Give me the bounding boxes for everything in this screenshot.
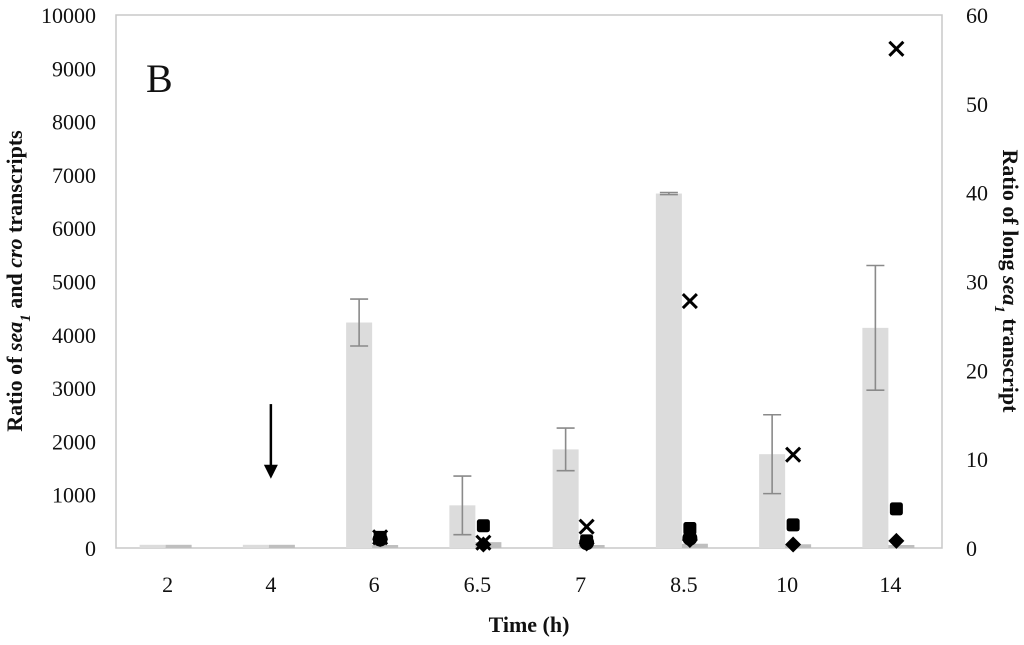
error-bars-layer: [350, 191, 885, 536]
y-left-tick-label: 5000: [52, 270, 96, 295]
marker-square: [476, 519, 490, 533]
bar-primary: [346, 322, 373, 548]
bar-secondary: [268, 544, 295, 548]
y-left-tick-label: 0: [85, 536, 96, 561]
markers-layer: [372, 40, 905, 553]
marker-diamond: [372, 531, 389, 548]
x-axis-ticks: 2 4 6 6.5 7 8.5 10 14: [162, 572, 901, 597]
y-left-tick-label: 6000: [52, 216, 96, 241]
x-tick-label: 6: [369, 572, 380, 597]
y-right-title-prefix: Ratio of long: [998, 150, 1023, 277]
y-left-tick-label: 10000: [41, 3, 96, 28]
left-axis-ticks: 0 1000 2000 3000 4000 5000 6000 7000 8000 9000 100…: [41, 3, 96, 561]
bar-primary: [139, 544, 166, 548]
y-right-tick-label: 10: [966, 447, 988, 472]
y-left-tick-label: 4000: [52, 323, 96, 348]
bar-secondary: [681, 543, 708, 548]
y-left-title-mid: and: [2, 268, 27, 314]
marker-diamond: [785, 536, 802, 553]
x-tick-label: 8.5: [670, 572, 698, 597]
right-axis-ticks: 0 10 20 30 40 50 60: [966, 3, 988, 561]
y-right-tick-label: 50: [966, 92, 988, 117]
bar-secondary: [888, 545, 915, 548]
marker-cross: [888, 40, 905, 57]
y-right-title-gene: sea: [998, 275, 1023, 305]
y-right-title-subscript: 1: [991, 305, 1007, 313]
panel-label: B: [146, 56, 173, 101]
y-axis-right-title: Ratio of long sea1 transcript: [991, 150, 1023, 414]
x-tick-label: 10: [776, 572, 798, 597]
y-left-tick-label: 2000: [52, 429, 96, 454]
y-right-tick-label: 40: [966, 181, 988, 206]
marker-square: [786, 518, 800, 532]
x-axis-title: Time (h): [489, 612, 570, 637]
marker-cross: [681, 292, 698, 310]
x-tick-label: 7: [575, 572, 586, 597]
annotation-arrow-head: [263, 464, 278, 479]
y-right-tick-label: 60: [966, 3, 988, 28]
y-left-title-gene: sea: [2, 322, 27, 352]
y-left-tick-label: 1000: [52, 483, 96, 508]
annotations-layer: [263, 404, 278, 479]
bar-secondary: [165, 544, 192, 548]
y-left-tick-label: 7000: [52, 163, 96, 188]
marker-cross: [785, 446, 802, 463]
marker-diamond: [888, 532, 905, 549]
marker-diamond: [475, 536, 492, 553]
bar-primary: [242, 544, 269, 548]
x-tick-label: 14: [879, 572, 901, 597]
x-tick-label: 6.5: [464, 572, 492, 597]
marker-square: [889, 502, 903, 516]
plot-frame: [115, 14, 943, 549]
marker-diamond: [681, 532, 698, 549]
y-right-tick-label: 20: [966, 358, 988, 383]
y-axis-left-title: Ratio of sea1 and cro transcripts: [2, 130, 34, 432]
y-left-tick-label: 3000: [52, 376, 96, 401]
bar-secondary: [372, 545, 399, 548]
marker-cross: [578, 518, 595, 535]
y-left-title-suffix: transcripts: [2, 130, 27, 239]
y-right-tick-label: 0: [966, 536, 977, 561]
x-tick-label: 4: [265, 572, 276, 597]
marker-diamond: [578, 535, 595, 552]
y-left-title-gene2: cro: [2, 238, 27, 267]
bar-primary: [655, 193, 682, 548]
y-left-title-prefix: Ratio of: [2, 351, 27, 432]
x-tick-label: 2: [162, 572, 173, 597]
y-left-tick-label: 9000: [52, 56, 96, 81]
y-right-tick-label: 30: [966, 270, 988, 295]
y-left-title-subscript: 1: [18, 314, 34, 322]
y-left-tick-label: 8000: [52, 110, 96, 135]
y-right-title-suffix: transcript: [998, 313, 1023, 413]
bars-layer: [139, 193, 915, 548]
